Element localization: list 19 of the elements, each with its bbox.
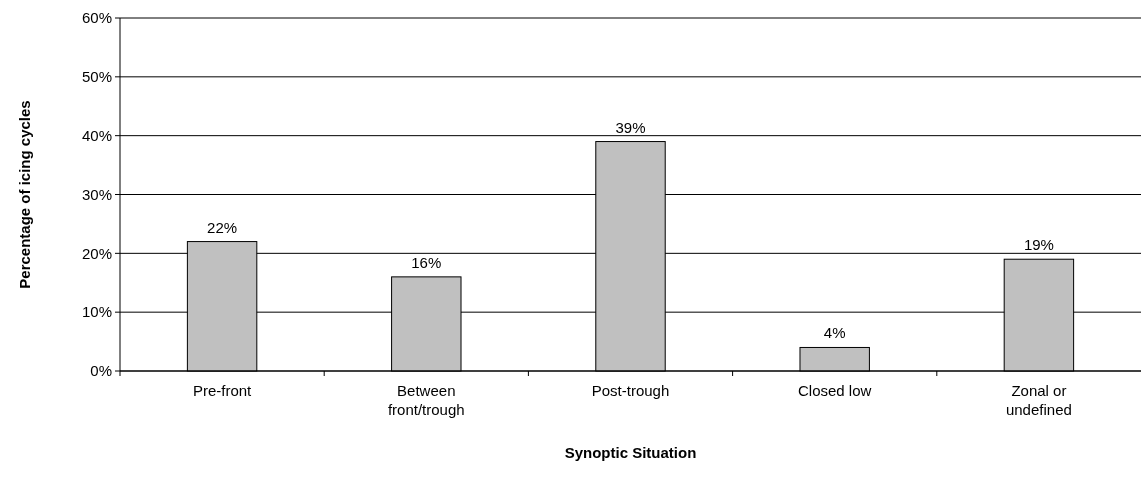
y-axis-title: Percentage of icing cycles — [16, 100, 33, 289]
x-tick-label: Post-trough — [591, 382, 670, 399]
x-tick-label: Closed low — [798, 382, 872, 399]
data-label: 19% — [1023, 236, 1054, 254]
y-tick-label: 30% — [81, 185, 112, 203]
y-tick-label: 40% — [81, 126, 112, 144]
x-axis-title: Synoptic Situation — [564, 444, 697, 461]
y-tick-label: 10% — [81, 303, 112, 321]
data-label: 22% — [207, 218, 238, 236]
data-label: 16% — [411, 253, 442, 271]
y-tick-label: 50% — [81, 68, 112, 86]
y-tick-label: 0% — [90, 362, 112, 380]
data-label: 39% — [615, 118, 646, 136]
x-tick-label: Pre-front — [192, 382, 253, 399]
data-label: 4% — [823, 324, 846, 342]
y-tick-label: 20% — [81, 244, 112, 262]
y-tick-label: 60% — [81, 9, 112, 27]
x-tick-label: Between front/trough — [387, 382, 465, 418]
x-tick-label: Zonal or undefined — [1005, 382, 1072, 418]
